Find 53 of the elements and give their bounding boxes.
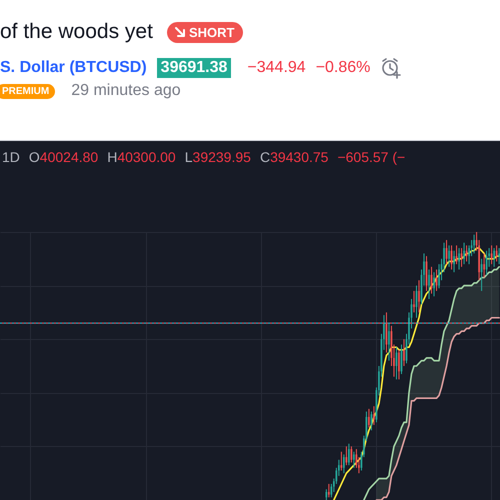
candlestick xyxy=(353,451,355,468)
text: H40300.00 xyxy=(107,149,176,165)
candlestick xyxy=(496,244,498,262)
candlestick xyxy=(370,411,372,431)
text: −605.57 (− xyxy=(337,149,406,165)
candlestick xyxy=(373,406,375,426)
candlestick xyxy=(398,349,400,380)
candlestick xyxy=(396,346,398,380)
candlestick xyxy=(490,244,492,265)
candlestick xyxy=(428,269,430,300)
text: S. Dollar (BTCUSD) xyxy=(0,59,147,77)
candlestick xyxy=(458,248,460,270)
candlestick xyxy=(446,240,448,265)
candlestick xyxy=(400,344,402,375)
candlestick xyxy=(466,244,468,262)
candlestick xyxy=(343,454,345,474)
candlestick xyxy=(453,250,455,273)
text: −0.86% xyxy=(316,59,370,77)
candlestick xyxy=(418,280,420,313)
candlestick xyxy=(456,244,458,265)
candlestick xyxy=(493,248,495,268)
candlestick xyxy=(350,446,352,463)
candlestick xyxy=(403,338,405,366)
candlestick xyxy=(480,258,482,292)
text: 39691.38 xyxy=(156,58,232,78)
text: 29 minutes ago xyxy=(71,82,181,100)
chart-title: of the woods yet xyxy=(0,20,153,44)
candlestick xyxy=(473,234,475,254)
candlestick xyxy=(433,272,435,297)
candlestick xyxy=(346,446,348,466)
candlestick xyxy=(436,269,438,292)
candlestick xyxy=(416,285,418,318)
text: SHORT xyxy=(188,24,234,40)
candlestick xyxy=(386,312,388,354)
text: 1D xyxy=(2,149,20,165)
candlestick xyxy=(388,322,390,362)
candlestick xyxy=(340,451,342,472)
candlestick xyxy=(430,266,432,294)
candlestick xyxy=(413,290,415,313)
candlestick xyxy=(486,250,488,276)
text: L39239.95 xyxy=(184,149,251,165)
candlestick xyxy=(463,242,465,265)
text: O40024.80 xyxy=(28,149,98,165)
candlestick xyxy=(448,244,450,268)
candlestick xyxy=(460,248,462,268)
text: PREMIUM xyxy=(0,84,56,98)
candlestick xyxy=(483,252,485,278)
candlestick xyxy=(348,443,350,466)
candlestick xyxy=(498,248,500,265)
text: C39430.75 xyxy=(260,149,328,165)
candlestick xyxy=(368,408,370,428)
text: −344.94 xyxy=(247,59,306,77)
candlestick xyxy=(450,244,452,270)
